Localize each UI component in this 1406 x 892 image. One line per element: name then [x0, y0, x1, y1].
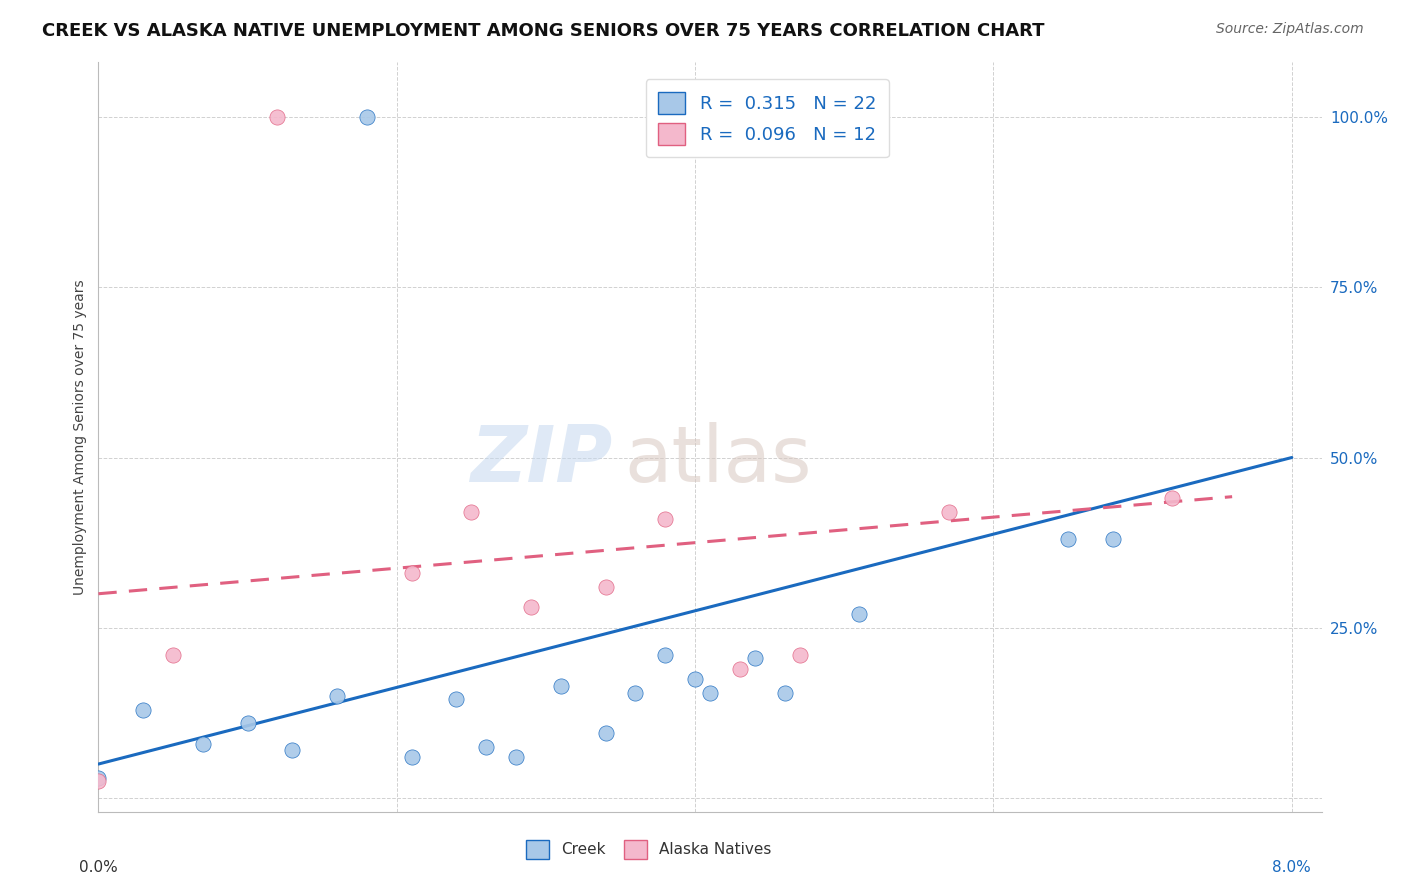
Point: [401, 750, 423, 764]
Point: [699, 685, 721, 699]
Text: atlas: atlas: [624, 422, 811, 498]
Point: [595, 726, 617, 740]
Point: [162, 648, 184, 662]
Y-axis label: Unemployment Among Seniors over 75 years: Unemployment Among Seniors over 75 years: [73, 279, 87, 595]
Point: [520, 600, 543, 615]
Point: [773, 685, 796, 699]
Point: [460, 505, 482, 519]
Point: [728, 662, 751, 676]
Text: 8.0%: 8.0%: [1272, 861, 1312, 875]
Point: [236, 716, 259, 731]
Point: [266, 110, 288, 124]
Point: [683, 672, 706, 686]
Point: [132, 702, 155, 716]
Point: [1161, 491, 1184, 506]
Point: [401, 566, 423, 581]
Point: [191, 737, 214, 751]
Point: [1057, 533, 1080, 547]
Point: [654, 512, 676, 526]
Point: [1101, 533, 1123, 547]
Point: [848, 607, 870, 622]
Point: [550, 679, 572, 693]
Point: [281, 743, 304, 757]
Text: 0.0%: 0.0%: [79, 861, 118, 875]
Point: [938, 505, 960, 519]
Point: [654, 648, 676, 662]
Text: Source: ZipAtlas.com: Source: ZipAtlas.com: [1216, 22, 1364, 37]
Point: [505, 750, 527, 764]
Point: [326, 689, 349, 703]
Point: [789, 648, 811, 662]
Point: [87, 771, 110, 785]
Point: [475, 739, 498, 754]
Text: ZIP: ZIP: [470, 422, 612, 498]
Text: CREEK VS ALASKA NATIVE UNEMPLOYMENT AMONG SENIORS OVER 75 YEARS CORRELATION CHAR: CREEK VS ALASKA NATIVE UNEMPLOYMENT AMON…: [42, 22, 1045, 40]
Point: [595, 580, 617, 594]
Point: [624, 685, 647, 699]
Point: [446, 692, 468, 706]
Legend: Creek, Alaska Natives: Creek, Alaska Natives: [517, 830, 780, 868]
Point: [356, 110, 378, 124]
Point: [87, 774, 110, 789]
Point: [744, 651, 766, 665]
